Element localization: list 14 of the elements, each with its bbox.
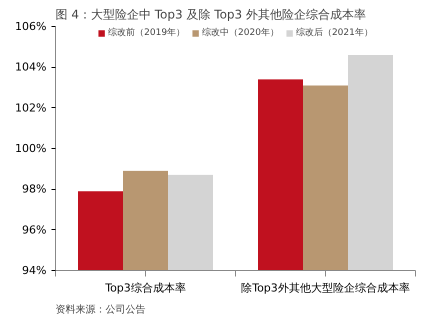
- y-tick-label: 100%: [15, 142, 47, 155]
- x-tick-label: 除Top3外其他大型险企综合成本率: [241, 282, 410, 294]
- legend-label: 综改前（2019年）: [108, 26, 186, 39]
- chart-title: 图 4：大型险企中 Top3 及除 Top3 外其他险企综合成本率: [56, 8, 366, 22]
- y-tick-label: 104%: [15, 60, 47, 74]
- x-tick-label: Top3综合成本率: [104, 282, 186, 294]
- y-tick-label: 106%: [15, 20, 47, 33]
- y-tick-label: 98%: [22, 182, 47, 196]
- text: 资料来源：公司公告: [56, 304, 146, 316]
- y-tick-label: 96%: [22, 223, 47, 236]
- y-tick-label: 102%: [15, 101, 47, 114]
- legend-label: 综改中（2020年）: [202, 26, 279, 39]
- y-tick-label: 94%: [22, 264, 47, 277]
- legend-label: 综改后（2021年）: [296, 26, 373, 39]
